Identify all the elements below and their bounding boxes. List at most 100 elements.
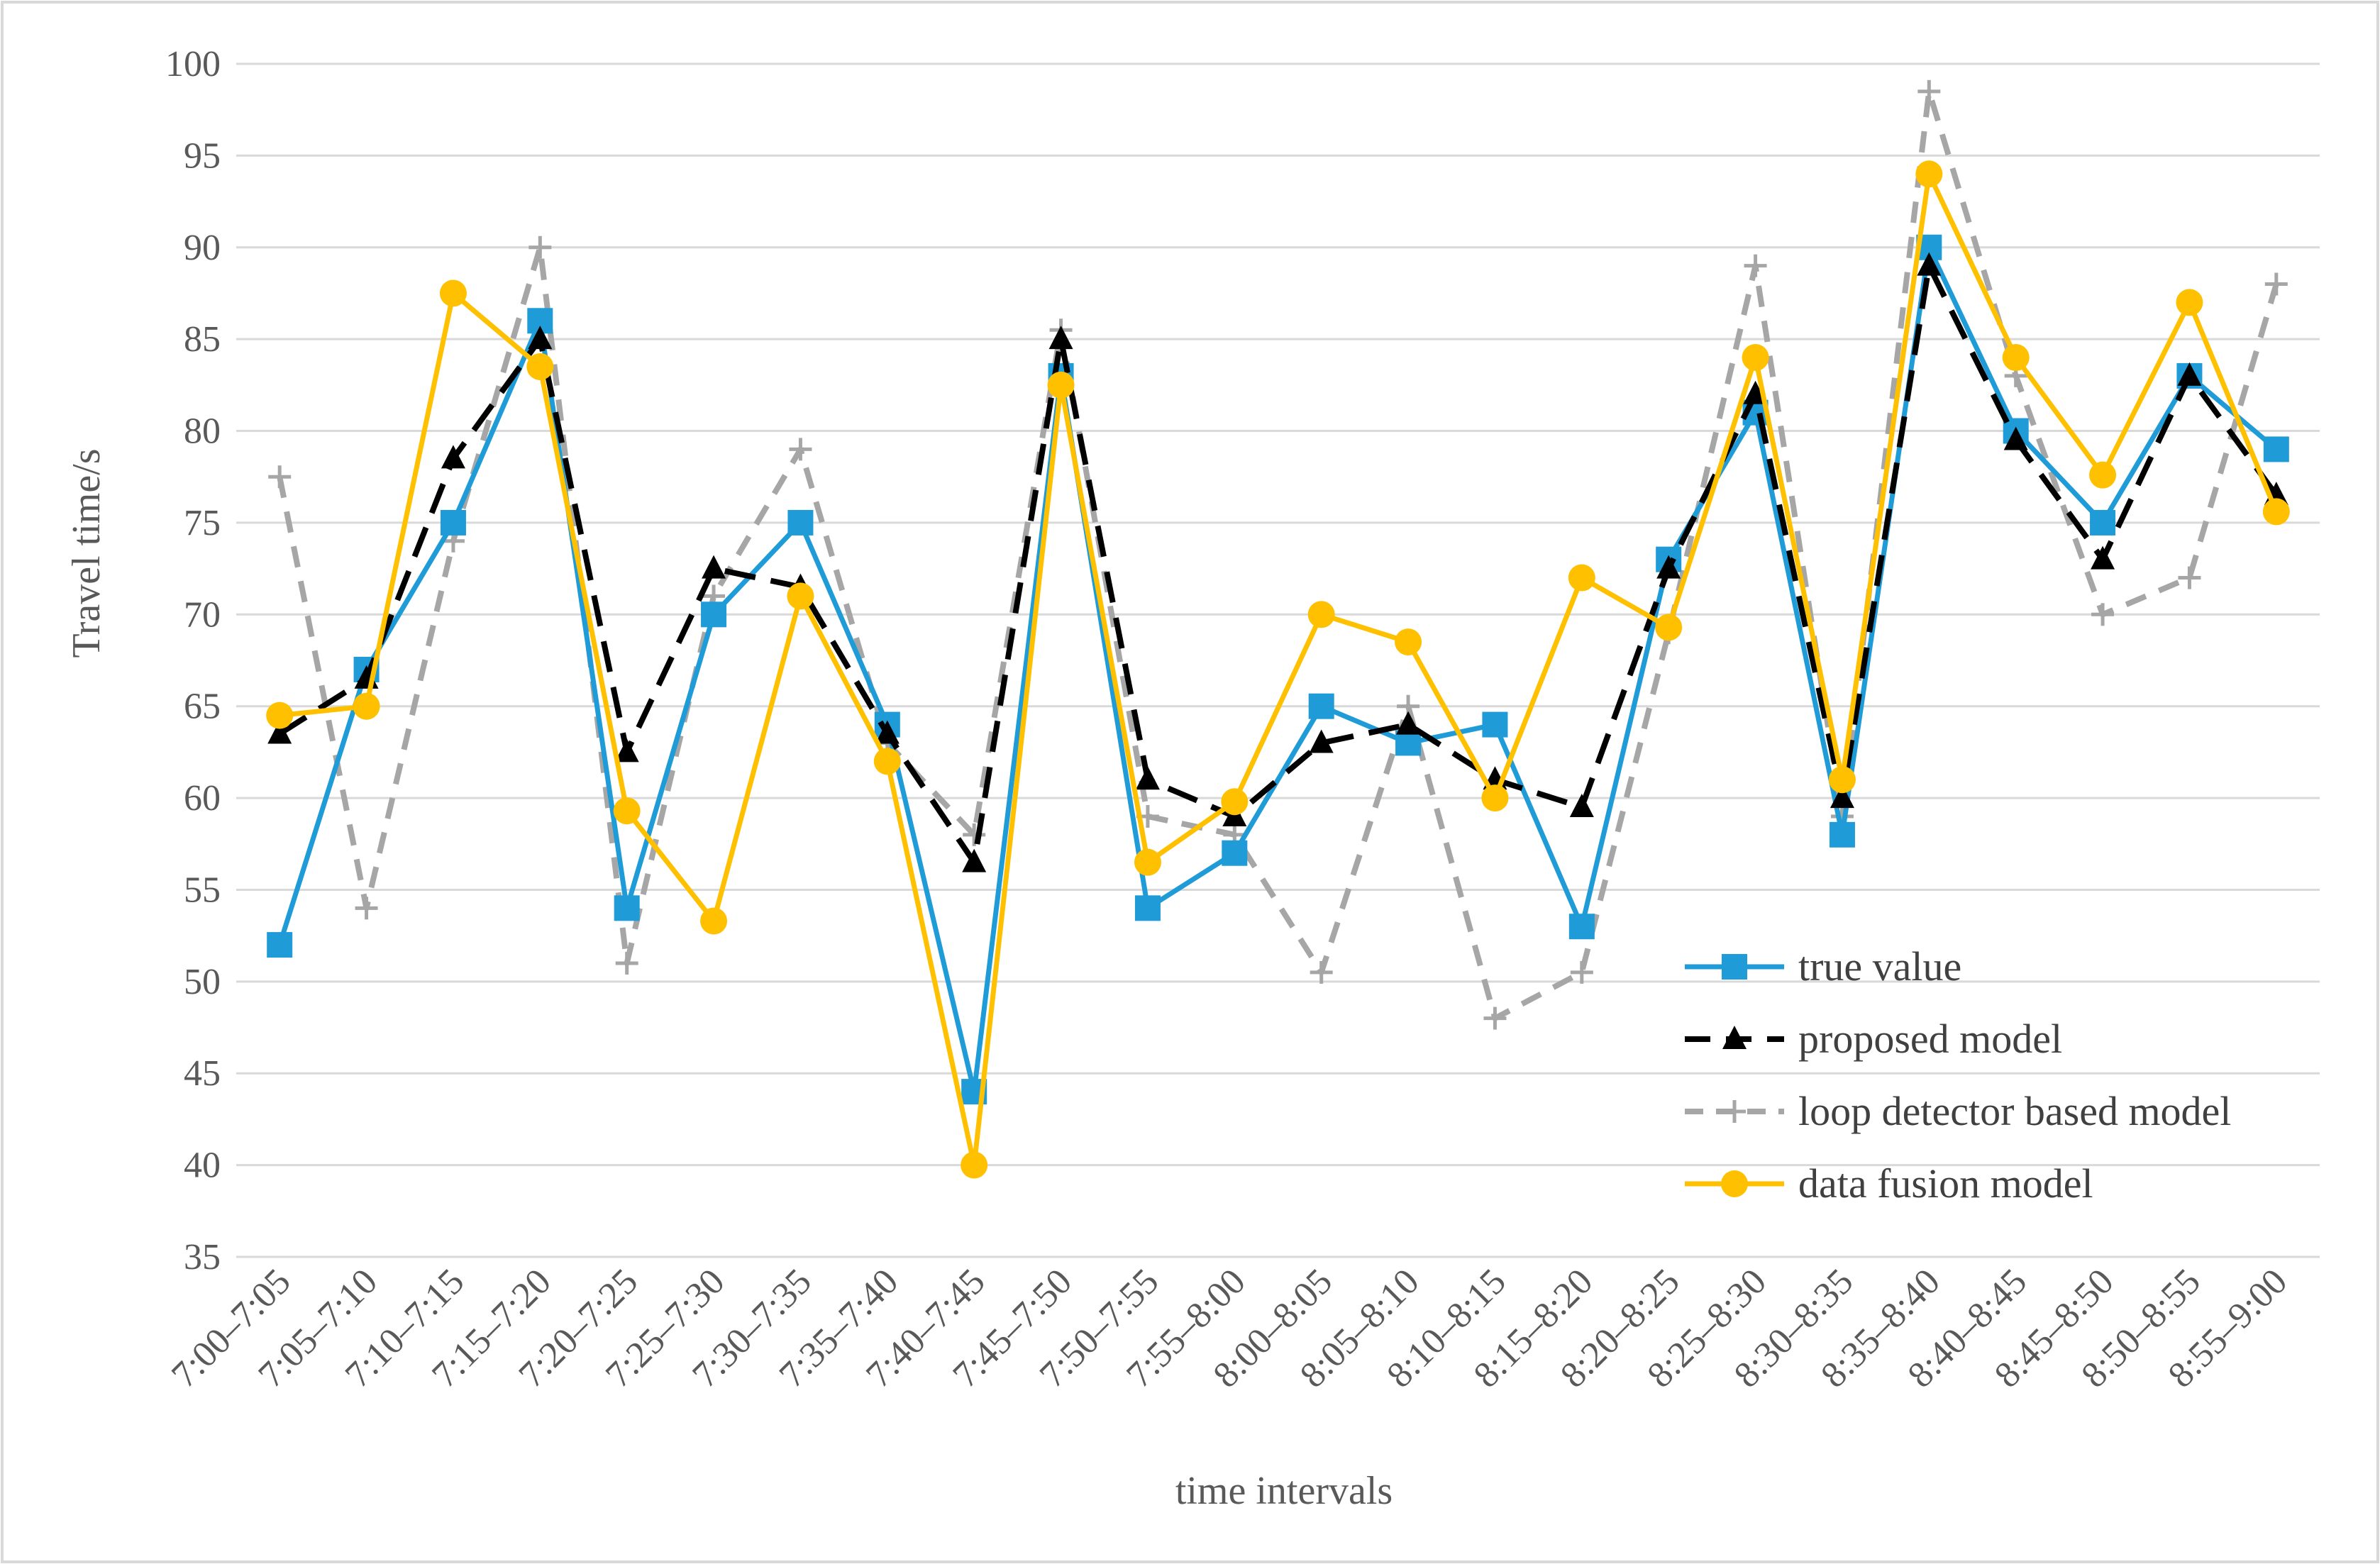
data-point-proposed-model xyxy=(2003,426,2028,450)
data-point-data-fusion-model xyxy=(1481,784,1509,812)
y-tick-label: 75 xyxy=(184,503,221,543)
x-axis-label: time intervals xyxy=(1175,1469,1393,1513)
data-point-proposed-model xyxy=(702,555,726,579)
data-point-loop-detector-based-model xyxy=(2091,603,2115,626)
data-point-true-value xyxy=(701,601,727,628)
data-point-true-value xyxy=(2090,509,2116,536)
data-point-data-fusion-model xyxy=(353,692,380,720)
y-tick-label: 85 xyxy=(184,319,221,360)
legend-item-true-value: true value xyxy=(1685,943,1961,989)
y-tick-label: 45 xyxy=(184,1053,221,1094)
data-point-proposed-model xyxy=(1135,766,1160,790)
data-point-proposed-model xyxy=(2091,545,2115,570)
data-point-data-fusion-model xyxy=(1307,601,1335,628)
data-point-data-fusion-model xyxy=(1828,766,1856,794)
data-point-loop-detector-based-model xyxy=(268,465,292,489)
data-point-true-value xyxy=(1568,914,1595,940)
data-point-proposed-model xyxy=(1830,784,1854,809)
series-line-data-fusion-model xyxy=(279,171,2279,1168)
data-point-loop-detector-based-model xyxy=(615,951,638,975)
data-point-proposed-model xyxy=(1048,326,1073,350)
data-point-data-fusion-model xyxy=(961,1151,988,1179)
y-tick-label: 55 xyxy=(184,870,221,910)
legend-label: data fusion model xyxy=(1798,1160,2093,1207)
legend-swatch-marker xyxy=(1722,954,1747,980)
data-point-loop-detector-based-model xyxy=(1483,1006,1507,1030)
data-point-true-value xyxy=(2263,436,2289,462)
series-true-value xyxy=(267,234,2289,1105)
data-point-data-fusion-model xyxy=(2176,289,2203,316)
y-tick-label: 35 xyxy=(184,1237,221,1277)
series-line-proposed-model xyxy=(278,262,2279,865)
data-point-loop-detector-based-model xyxy=(1744,254,1767,277)
data-point-proposed-model xyxy=(1917,252,1942,276)
data-point-data-fusion-model xyxy=(1568,564,1595,592)
data-point-true-value xyxy=(1134,895,1161,921)
data-point-data-fusion-model xyxy=(526,353,554,380)
data-point-loop-detector-based-model xyxy=(963,823,986,846)
data-point-true-value xyxy=(1222,840,1248,866)
data-point-data-fusion-model xyxy=(1134,848,1161,876)
y-tick-label: 65 xyxy=(184,687,221,727)
data-point-data-fusion-model xyxy=(873,748,901,775)
series-group xyxy=(266,79,2290,1179)
data-point-proposed-model xyxy=(267,720,292,744)
data-point-loop-detector-based-model xyxy=(528,235,552,259)
y-tick-label: 95 xyxy=(184,135,221,176)
y-tick-label: 90 xyxy=(184,228,221,268)
y-axis-ticks: 35 40 45 50 55 60 65 70 75 80 85 90 95 100 xyxy=(165,44,221,1277)
y-axis-label: Travel time/s xyxy=(65,448,109,658)
data-point-true-value xyxy=(1482,711,1508,738)
data-point-data-fusion-model xyxy=(787,582,814,610)
data-point-data-fusion-model xyxy=(2089,461,2117,489)
data-point-data-fusion-model xyxy=(439,279,467,307)
data-point-data-fusion-model xyxy=(1395,628,1422,656)
legend-swatch-marker xyxy=(1721,1170,1748,1197)
series-line-true-value xyxy=(277,245,2279,1094)
series-line-loop-detector-based-model xyxy=(277,88,2279,1021)
y-tick-label: 80 xyxy=(184,411,221,452)
data-point-proposed-model xyxy=(1396,711,1421,735)
data-point-loop-detector-based-model xyxy=(1917,79,1941,103)
legend-label: true value xyxy=(1798,943,1961,989)
data-point-data-fusion-model xyxy=(1655,614,1683,641)
gridlines xyxy=(236,62,2320,1258)
legend-label: proposed model xyxy=(1798,1016,2062,1062)
legend-item-data-fusion-model: data fusion model xyxy=(1685,1160,2093,1207)
data-point-true-value xyxy=(1829,821,1855,848)
data-point-loop-detector-based-model xyxy=(1570,960,1593,984)
data-point-data-fusion-model xyxy=(700,907,728,935)
data-point-loop-detector-based-model xyxy=(1310,960,1333,984)
y-tick-label: 60 xyxy=(184,778,221,819)
data-point-true-value xyxy=(787,509,814,536)
data-point-data-fusion-model xyxy=(266,701,294,729)
data-point-proposed-model xyxy=(1656,555,1681,579)
data-point-loop-detector-based-model xyxy=(789,438,812,461)
legend-swatch-marker xyxy=(1723,1100,1746,1123)
legend-label: loop detector based model xyxy=(1798,1088,2231,1134)
y-tick-label: 50 xyxy=(184,962,221,1002)
data-point-proposed-model xyxy=(2177,362,2202,386)
data-point-data-fusion-model xyxy=(613,797,641,825)
data-point-loop-detector-based-model xyxy=(2178,566,2201,589)
data-point-proposed-model xyxy=(528,326,553,350)
data-point-proposed-model xyxy=(441,445,465,469)
y-tick-label: 40 xyxy=(184,1146,221,1186)
data-point-proposed-model xyxy=(1309,729,1334,753)
data-point-proposed-model xyxy=(1569,794,1594,818)
data-point-data-fusion-model xyxy=(2262,498,2290,526)
data-point-data-fusion-model xyxy=(2002,344,2030,372)
data-point-proposed-model xyxy=(875,720,900,744)
data-point-data-fusion-model xyxy=(1221,788,1249,816)
data-point-proposed-model xyxy=(962,848,987,872)
data-point-true-value xyxy=(267,932,293,958)
data-point-loop-detector-based-model xyxy=(2264,272,2288,296)
data-point-true-value xyxy=(1308,693,1334,719)
y-tick-label: 100 xyxy=(165,44,221,84)
data-point-proposed-model xyxy=(614,738,639,762)
data-point-data-fusion-model xyxy=(1742,344,1769,372)
series-data-fusion-model xyxy=(266,160,2290,1179)
legend-item-proposed-model: proposed model xyxy=(1685,1016,2062,1062)
